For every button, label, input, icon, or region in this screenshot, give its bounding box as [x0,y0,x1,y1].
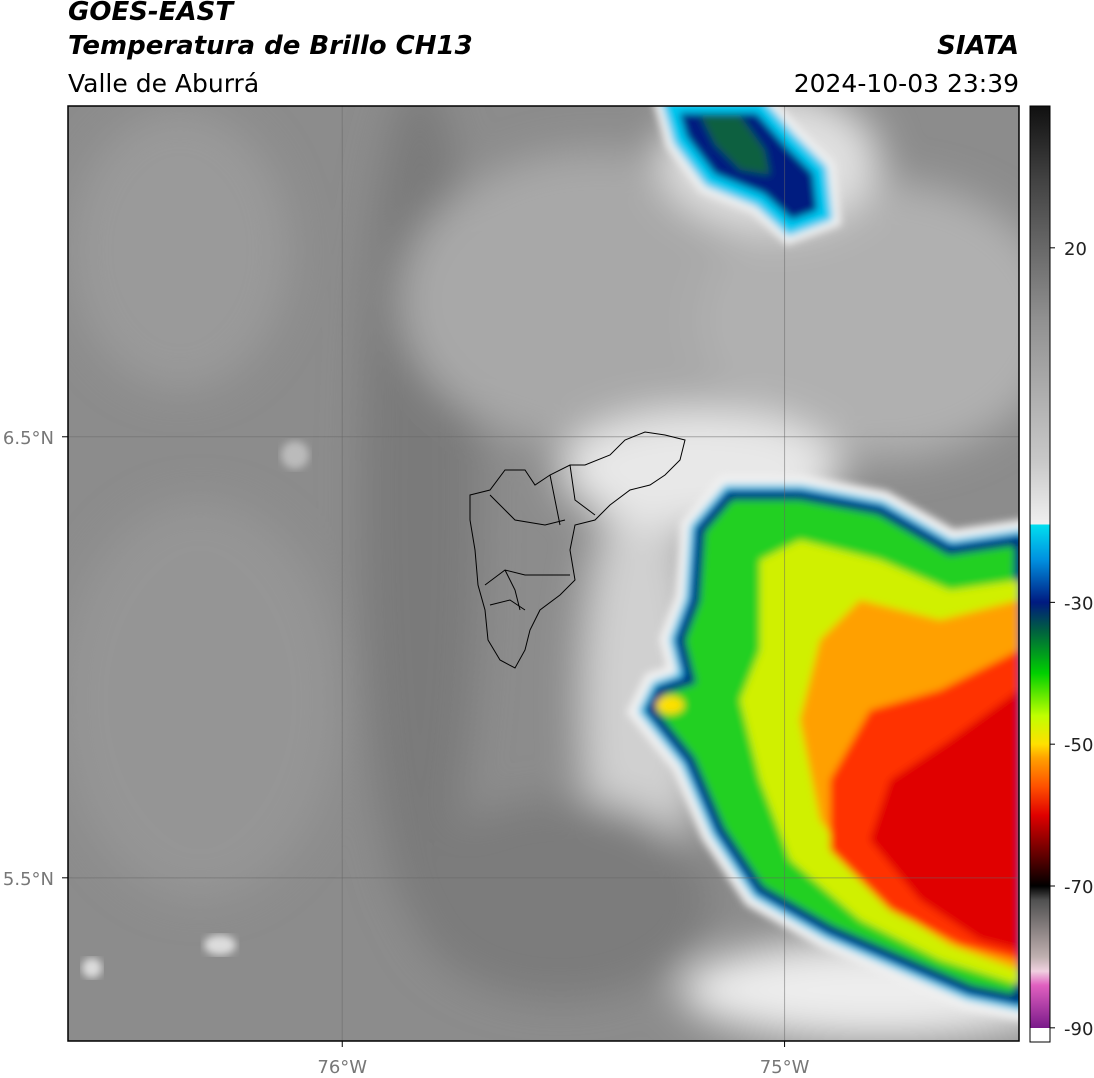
graticule [68,106,1019,1041]
datetime: 2024-10-03 23:39 [794,69,1019,98]
lat-label: 6.5°N [3,428,54,449]
colorbar-tick-label: -30 [1064,593,1093,614]
satellite-image [68,106,1019,1041]
colorbar-tick-label: 20 [1064,239,1087,260]
title: GOES-EAST [68,0,235,27]
lat-label: 5.5°N [3,869,54,890]
colorbar-tick-label: -90 [1064,1019,1093,1040]
map-frame [67,105,1020,1042]
lon-label: 75°W [760,1057,810,1078]
source: SIATA [937,31,1019,61]
subtitle: Temperatura de Brillo CH13 [68,31,473,61]
colorbar-tick-label: -70 [1064,877,1093,898]
colorbar [1029,105,1051,1043]
lon-label: 76°W [317,1057,367,1078]
colorbar-tick-label: -50 [1064,735,1093,756]
valley-boundary [469,431,686,669]
region: Valle de Aburrá [68,69,259,98]
